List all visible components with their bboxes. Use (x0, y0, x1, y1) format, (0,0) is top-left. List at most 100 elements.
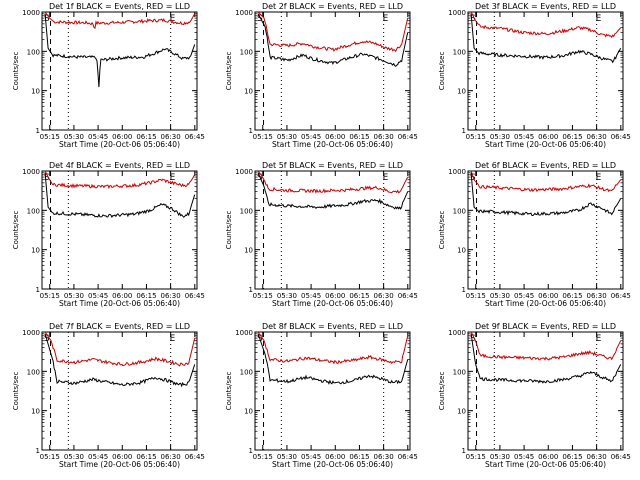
plot-frame (41, 331, 198, 451)
x-axis-label: Start Time (20-Oct-06 05:06:40) (272, 140, 393, 149)
panel-title: Det 5f BLACK = Events, RED = LLD (262, 161, 403, 170)
x-tick-label: 05:30 (277, 292, 297, 300)
x-tick-label: 06:15 (136, 453, 156, 461)
y-axis-label: Counts/sec (12, 52, 20, 91)
panel-title: Det 4f BLACK = Events, RED = LLD (49, 161, 190, 170)
x-tick-label: 05:45 (301, 292, 321, 300)
x-tick-label: 06:45 (185, 133, 205, 141)
panel-det-7: Det 7f BLACK = Events, RED = LLD 1 10 100 10… (12, 322, 205, 469)
x-tick-label: 05:15 (40, 133, 60, 141)
y-tick-label: 1 (462, 286, 466, 294)
x-tick-label: 06:15 (349, 133, 369, 141)
lld-series-line (257, 11, 409, 53)
lld-series-line (470, 331, 622, 361)
x-tick-label: 06:45 (398, 133, 418, 141)
x-tick-label: 06:15 (349, 292, 369, 300)
y-tick-label: 1000 (235, 329, 253, 337)
x-tick-label: 06:15 (562, 453, 582, 461)
x-tick-label: 05:15 (253, 453, 273, 461)
y-tick-label: 1 (462, 127, 466, 135)
y-axis-label: Counts/sec (438, 372, 446, 411)
y-tick-label: 100 (453, 368, 466, 376)
x-tick-label: 06:15 (349, 453, 369, 461)
y-axis-label: Counts/sec (12, 211, 20, 250)
panel-title: Det 8f BLACK = Events, RED = LLD (262, 322, 403, 331)
x-tick-label: 06:30 (587, 292, 607, 300)
x-tick-label: 06:45 (611, 292, 631, 300)
x-axis-label: Start Time (20-Oct-06 05:06:40) (59, 460, 180, 469)
plot-frame (467, 170, 624, 290)
y-tick-label: 10 (244, 247, 253, 255)
x-tick-label: 06:00 (538, 453, 558, 461)
y-tick-label: 100 (27, 368, 40, 376)
x-tick-label: 05:45 (301, 133, 321, 141)
x-tick-label: 06:00 (112, 133, 132, 141)
x-tick-label: 05:15 (40, 453, 60, 461)
end-marker-label: E (170, 14, 176, 24)
start-marker-label: S (257, 14, 263, 24)
y-tick-label: 1 (36, 127, 40, 135)
events-series-line (257, 13, 409, 67)
x-axis-label: Start Time (20-Oct-06 05:06:40) (485, 460, 606, 469)
plot-frame (467, 11, 624, 131)
end-marker-label: E (170, 173, 176, 183)
x-tick-label: 06:15 (136, 292, 156, 300)
x-axis-label: Start Time (20-Oct-06 05:06:40) (485, 299, 606, 308)
events-series-line (44, 333, 196, 388)
y-tick-label: 10 (244, 408, 253, 416)
x-tick-label: 05:30 (490, 453, 510, 461)
y-tick-label: 1000 (448, 9, 466, 17)
events-series-line (470, 333, 622, 384)
panel-title: Det 1f BLACK = Events, RED = LLD (49, 2, 190, 11)
y-tick-label: 1000 (22, 329, 40, 337)
panel-det-2: Det 2f BLACK = Events, RED = LLD 1 10 100 10… (225, 2, 418, 149)
y-tick-label: 100 (453, 48, 466, 56)
x-tick-label: 05:30 (277, 453, 297, 461)
y-tick-label: 10 (244, 88, 253, 96)
lld-series-line (470, 11, 622, 39)
y-tick-label: 100 (27, 207, 40, 215)
y-tick-label: 1000 (22, 168, 40, 176)
y-tick-label: 1000 (448, 168, 466, 176)
y-tick-label: 1000 (448, 329, 466, 337)
panel-title: Det 6f BLACK = Events, RED = LLD (475, 161, 616, 170)
x-tick-label: 06:00 (538, 292, 558, 300)
x-axis-label: Start Time (20-Oct-06 05:06:40) (59, 140, 180, 149)
end-marker-label: E (383, 334, 389, 344)
x-axis-label: Start Time (20-Oct-06 05:06:40) (59, 299, 180, 308)
x-tick-label: 06:30 (374, 292, 394, 300)
y-tick-label: 100 (240, 48, 253, 56)
x-tick-label: 06:45 (398, 292, 418, 300)
panel-title: Det 3f BLACK = Events, RED = LLD (475, 2, 616, 11)
y-axis-label: Counts/sec (12, 372, 20, 411)
x-tick-label: 06:00 (325, 292, 345, 300)
x-tick-label: 05:15 (253, 133, 273, 141)
start-marker-label: S (44, 173, 50, 183)
x-axis-label: Start Time (20-Oct-06 05:06:40) (485, 140, 606, 149)
panel-title: Det 2f BLACK = Events, RED = LLD (262, 2, 403, 11)
x-tick-label: 06:00 (112, 453, 132, 461)
y-tick-label: 1 (249, 286, 253, 294)
x-tick-label: 05:30 (277, 133, 297, 141)
x-tick-label: 06:00 (325, 453, 345, 461)
plot-frame (467, 331, 624, 451)
panel-det-3: Det 3f BLACK = Events, RED = LLD 1 10 100 10… (438, 2, 631, 149)
y-tick-label: 1 (249, 127, 253, 135)
events-series-line (44, 172, 196, 219)
panel-title: Det 9f BLACK = Events, RED = LLD (475, 322, 616, 331)
x-tick-label: 05:45 (301, 453, 321, 461)
panel-det-6: Det 6f BLACK = Events, RED = LLD 1 10 100 10… (438, 161, 631, 308)
y-axis-label: Counts/sec (225, 372, 233, 411)
y-axis-label: Counts/sec (438, 211, 446, 250)
x-tick-label: 05:30 (64, 453, 84, 461)
y-tick-label: 100 (240, 207, 253, 215)
x-tick-label: 06:30 (374, 133, 394, 141)
plot-frame (254, 331, 411, 451)
x-tick-label: 06:15 (562, 133, 582, 141)
lld-series-line (257, 331, 409, 365)
x-tick-label: 05:30 (64, 292, 84, 300)
end-marker-label: E (596, 173, 602, 183)
x-tick-label: 05:45 (88, 133, 108, 141)
x-tick-label: 06:45 (611, 133, 631, 141)
panel-det-1: Det 1f BLACK = Events, RED = LLD 1 10 100 10… (12, 2, 205, 149)
